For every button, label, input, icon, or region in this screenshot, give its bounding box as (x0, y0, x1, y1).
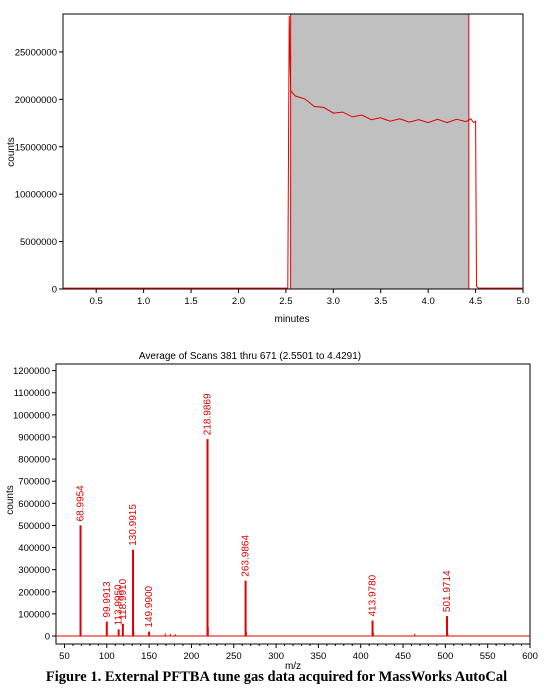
mass-spectrum-x-tick-label: 400 (353, 651, 369, 662)
mass-spectrum-x-axis-label: m/z (285, 661, 301, 672)
mass-spectrum-y-tick-label: 800000 (18, 455, 50, 466)
mass-spectrum-y-tick-label: 600000 (18, 499, 50, 510)
mass-spectrum-y-tick-label: 1200000 (13, 366, 50, 377)
chromatogram-x-tick-label: 5.0 (516, 296, 529, 307)
mass-spectrum-peak-label: 99.9913 (102, 581, 113, 618)
mass-spectrum-peak-label: 413.9780 (368, 574, 379, 616)
mass-spectrum-y-tick-label: 0 (45, 632, 50, 643)
chromatogram-x-tick-label: 4.5 (469, 296, 482, 307)
chromatogram-x-tick-label: 4.0 (422, 296, 435, 307)
mass-spectrum-y-tick-label: 1100000 (14, 388, 50, 399)
mass-spectrum-x-tick-label: 150 (141, 651, 157, 662)
mass-spectrum-x-tick-label: 500 (437, 651, 453, 662)
chromatogram-plot-frame (62, 13, 524, 290)
mass-spectrum-y-tick-label: 700000 (18, 477, 50, 488)
mass-spectrum-x-tick-label: 50 (59, 651, 70, 662)
chromatogram-x-tick-label: 1.5 (184, 296, 197, 307)
chromatogram-x-tick-label: 2.0 (232, 296, 245, 307)
chromatogram-trace (63, 15, 523, 289)
mass-spectrum-peak-label: 130.9915 (128, 504, 139, 546)
chromatogram-x-tick-label: 2.5 (279, 296, 292, 307)
mass-spectrum-x-tick-label: 100 (99, 651, 115, 662)
mass-spectrum-x-tick-label: 350 (310, 651, 326, 662)
mass-spectrum-peak-label: 501.9714 (442, 570, 453, 612)
chromatogram-y-axis-label: counts (6, 137, 17, 166)
mass-spectrum-x-tick-label: 300 (268, 651, 284, 662)
mass-spectrum-y-tick-label: 500000 (18, 521, 50, 532)
chromatogram-y-tick-label: 15000000 (15, 142, 57, 153)
mass-spectrum-x-tick-label: 250 (226, 651, 242, 662)
mass-spectrum-x-tick-label: 550 (480, 651, 496, 662)
chromatogram-x-ticks: 0.5 1.0 1.5 2.0 2.5 3.0 3.5 4.0 4.5 5.0 (90, 289, 530, 307)
chromatogram-x-tick-label: 0.5 (90, 296, 103, 307)
mass-spectrum-title: Average of Scans 381 thru 671 (2.5501 to… (139, 351, 361, 362)
mass-spectrum-peak-label: 113.9950 (114, 584, 125, 625)
mass-spectrum-chart: Average of Scans 381 thru 671 (2.5501 to… (5, 351, 538, 672)
mass-spectrum-y-tick-label: 1000000 (13, 410, 50, 421)
chromatogram-x-tick-label: 1.0 (137, 296, 150, 307)
mass-spectrum-peak-label: 263.9864 (241, 535, 252, 577)
mass-spectrum-y-tick-label: 300000 (18, 565, 50, 576)
mass-spectrum-peak-label: 149.9900 (144, 585, 155, 627)
mass-spectrum-y-ticks: 0 100000 200000 300000 400000 500000 600000 700… (13, 366, 56, 643)
chromatogram-y-tick-label: 25000000 (15, 47, 57, 58)
chromatogram-y-ticks: 0 5000000 10000000 15000000 20000000 25000000 (15, 47, 63, 296)
chromatogram-x-tick-label: 3.0 (327, 296, 340, 307)
chromatogram-y-tick-label: 0 (52, 285, 57, 296)
mass-spectrum-y-tick-label: 100000 (18, 609, 50, 620)
mass-spectrum-y-tick-label: 900000 (18, 432, 50, 443)
mass-spectrum-peak-label: 118.9910 (118, 578, 129, 619)
mass-spectrum-y-tick-label: 200000 (18, 587, 50, 598)
mass-spectrum-y-tick-label: 400000 (18, 543, 50, 554)
mass-spectrum-x-tick-label: 600 (522, 651, 538, 662)
chromatogram-x-axis-label: minutes (274, 314, 309, 325)
chromatogram-y-tick-label: 5000000 (20, 237, 57, 248)
chromatogram-shaded-region (290, 14, 469, 289)
mass-spectrum-x-tick-label: 450 (395, 651, 411, 662)
mass-spectrum-y-axis-label: counts (5, 485, 16, 514)
chromatogram-chart: 0.5 1.0 1.5 2.0 2.5 3.0 3.5 4.0 4.5 5.0 0 5000000 1… (6, 13, 530, 325)
chromatogram-x-tick-label: 3.5 (374, 296, 387, 307)
chromatogram-y-tick-label: 20000000 (15, 95, 57, 106)
mass-spectrum-x-tick-label: 200 (183, 651, 199, 662)
mass-spectrum-peaks (56, 439, 530, 637)
mass-spectrum-peak-label: 218.9869 (203, 393, 214, 435)
figure-caption: Figure 1. External PFTBA tune gas data a… (45, 669, 508, 685)
mass-spectrum-x-ticks: 50 100 150 200 250 300 350 400 450 500 550 600 (59, 644, 538, 662)
chromatogram-y-tick-label: 10000000 (15, 190, 57, 201)
mass-spectrum-peak-label: 68.9954 (76, 485, 87, 522)
